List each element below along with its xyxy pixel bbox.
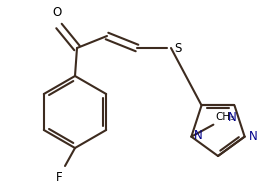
Text: N: N [249,130,257,143]
Text: O: O [52,6,61,19]
Text: F: F [56,171,62,184]
Text: N: N [228,111,237,124]
Text: S: S [174,42,181,54]
Text: CH₃: CH₃ [216,112,235,122]
Text: N: N [194,129,203,142]
